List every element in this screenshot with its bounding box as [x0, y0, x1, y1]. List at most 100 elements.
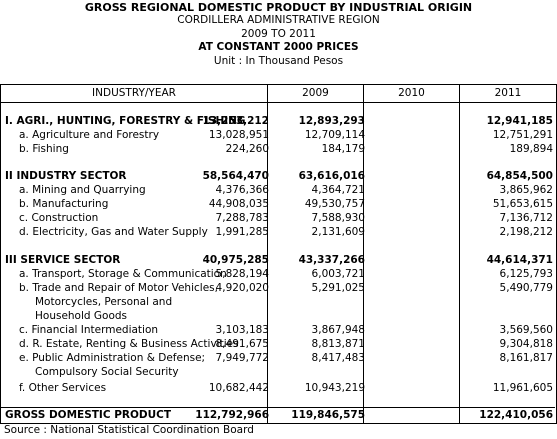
table-row: b. Fishing 224,260 184,179 189,894: [1, 142, 556, 156]
value-2010: 63,616,016: [298, 170, 365, 182]
col-divider: [363, 102, 364, 424]
total-2009: 112,792,966: [195, 409, 269, 421]
value-2009: 8,491,675: [215, 338, 269, 350]
col-divider: [267, 102, 268, 424]
value-2009: 13,028,951: [208, 129, 269, 141]
value-2010: 6,003,721: [311, 268, 365, 280]
value-2011: 6,125,793: [499, 268, 553, 280]
value-2011: 3,865,962: [499, 184, 553, 196]
source-note: Source : National Statistical Coordinati…: [4, 424, 254, 436]
value-2009: 7,949,772: [215, 352, 269, 364]
value-2009: 3,103,183: [215, 324, 269, 336]
row-label: c. Financial Intermediation: [19, 324, 159, 336]
prices-label: AT CONSTANT 2000 PRICES: [198, 41, 359, 53]
region-name: CORDILLERA ADMINISTRATIVE REGION: [177, 14, 380, 26]
value-2010: 184,179: [321, 143, 365, 155]
col-industry-header: INDUSTRY/YEAR: [1, 85, 268, 102]
row-label: b. Fishing: [19, 143, 69, 155]
table-row: I. AGRI., HUNTING, FORESTRY & FISHING 13…: [1, 114, 556, 128]
value-2011: 3,569,560: [499, 324, 553, 336]
row-label: Compulsory Social Security: [35, 366, 179, 378]
value-2010: 5,291,025: [311, 282, 365, 294]
value-2011: 5,490,779: [499, 282, 553, 294]
value-2009: 4,920,020: [215, 282, 269, 294]
value-2011: 12,941,185: [486, 115, 553, 127]
row-label: a. Agriculture and Forestry: [19, 129, 160, 141]
value-2010: 2,131,609: [311, 226, 365, 238]
row-label: f. Other Services: [19, 382, 107, 394]
total-divider: [0, 407, 555, 408]
value-2011: 11,961,605: [492, 382, 553, 394]
table-row: b. Trade and Repair of Motor Vehicles, 4…: [1, 281, 556, 295]
col-2011-header: 2011: [494, 87, 522, 99]
table-row: b. Manufacturing 44,908,035 49,530,757 5…: [1, 197, 556, 211]
value-2010: 3,867,948: [311, 324, 365, 336]
value-2010: 4,364,721: [311, 184, 365, 196]
row-label: I. AGRI., HUNTING, FORESTRY & FISHING: [5, 115, 246, 127]
value-2010: 12,709,114: [304, 129, 365, 141]
value-2011: 51,653,615: [492, 198, 553, 210]
row-label: b. Trade and Repair of Motor Vehicles,: [19, 282, 218, 294]
row-label: a. Mining and Quarrying: [19, 184, 146, 196]
value-2009: 1,991,285: [215, 226, 269, 238]
total-row: GROSS DOMESTIC PRODUCT 112,792,966 119,8…: [1, 408, 556, 422]
value-2010: 8,813,871: [311, 338, 365, 350]
value-2011: 189,894: [509, 143, 553, 155]
data-table: INDUSTRY/YEAR 2009 2010 2011 I. AGRI., H…: [0, 84, 557, 424]
table-row: a. Agriculture and Forestry 13,028,951 1…: [1, 128, 556, 142]
row-label: d. Electricity, Gas and Water Supply: [19, 226, 208, 238]
value-2009: 224,260: [225, 143, 269, 155]
total-2011: 122,410,056: [479, 409, 553, 421]
col-2010-header: 2010: [364, 85, 460, 102]
table-row: d. Electricity, Gas and Water Supply 1,9…: [1, 225, 556, 239]
value-2010: 43,337,266: [298, 254, 365, 266]
row-label: d. R. Estate, Renting & Business Activit…: [19, 338, 239, 350]
table-row: Compulsory Social Security: [1, 365, 556, 379]
row-label: III SERVICE SECTOR: [5, 254, 121, 266]
value-2011: 64,854,500: [486, 170, 553, 182]
value-2009: 7,288,783: [215, 212, 269, 224]
col-divider: [459, 102, 460, 424]
table-row: II INDUSTRY SECTOR 58,564,470 63,616,016…: [1, 169, 556, 183]
bottom-divider: [0, 423, 557, 424]
table-row: e. Public Administration & Defense; 7,94…: [1, 351, 556, 365]
value-2009: 4,376,366: [215, 184, 269, 196]
table-row: III SERVICE SECTOR 40,975,285 43,337,266…: [1, 253, 556, 267]
row-label: a. Transport, Storage & Communication: [19, 268, 227, 280]
value-2009: 13,253,212: [202, 115, 269, 127]
value-2010: 8,417,483: [311, 352, 365, 364]
value-2010: 12,893,293: [298, 115, 365, 127]
total-2010: 119,846,575: [291, 409, 365, 421]
value-2009: 44,908,035: [208, 198, 269, 210]
value-2011: 12,751,291: [492, 129, 553, 141]
value-2011: 9,304,818: [499, 338, 553, 350]
table-row: Household Goods: [1, 309, 556, 323]
row-label: II INDUSTRY SECTOR: [5, 170, 127, 182]
row-label: c. Construction: [19, 212, 99, 224]
table-row: a. Mining and Quarrying 4,376,366 4,364,…: [1, 183, 556, 197]
table-row: f. Other Services 10,682,442 10,943,219 …: [1, 381, 556, 395]
total-label: GROSS DOMESTIC PRODUCT: [5, 409, 172, 421]
value-2011: 8,161,817: [499, 352, 553, 364]
table-row: c. Construction 7,288,783 7,588,930 7,13…: [1, 211, 556, 225]
value-2011: 7,136,712: [499, 212, 553, 224]
value-2009: 10,682,442: [208, 382, 269, 394]
unit-label: Unit : In Thousand Pesos: [213, 55, 344, 67]
col-2009-header: 2009: [268, 85, 364, 102]
value-2009: 5,828,194: [215, 268, 269, 280]
table-header: INDUSTRY/YEAR 2009 2010 2011: [1, 85, 556, 103]
value-2009: 58,564,470: [202, 170, 269, 182]
row-label: Motorcycles, Personal and: [35, 296, 173, 308]
table-row: c. Financial Intermediation 3,103,183 3,…: [1, 323, 556, 337]
value-2010: 7,588,930: [311, 212, 365, 224]
value-2010: 49,530,757: [304, 198, 365, 210]
table-row: d. R. Estate, Renting & Business Activit…: [1, 337, 556, 351]
period-label: 2009 TO 2011: [241, 28, 316, 40]
row-label: b. Manufacturing: [19, 198, 109, 210]
table-row: a. Transport, Storage & Communication 5,…: [1, 267, 556, 281]
value-2009: 40,975,285: [202, 254, 269, 266]
report-title: GROSS REGIONAL DOMESTIC PRODUCT BY INDUS…: [84, 1, 473, 14]
row-label: Household Goods: [35, 310, 128, 322]
table-row: Motorcycles, Personal and: [1, 295, 556, 309]
value-2010: 10,943,219: [304, 382, 365, 394]
